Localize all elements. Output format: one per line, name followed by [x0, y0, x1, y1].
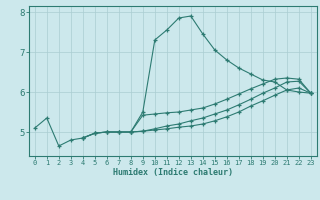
X-axis label: Humidex (Indice chaleur): Humidex (Indice chaleur): [113, 168, 233, 177]
